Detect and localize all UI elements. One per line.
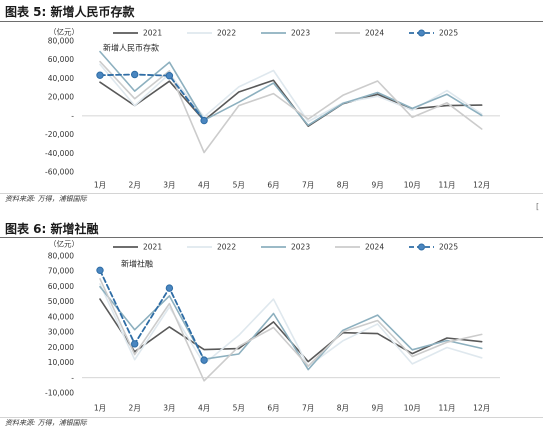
deposit-x-tick-label: 10月 — [404, 181, 421, 190]
tsf-x-tick-label: 12月 — [473, 404, 490, 413]
tsf-y-tick-label: 80,000 — [48, 252, 74, 261]
tsf-chart: （亿元） 新增社融 80,000 70,000 60,000 50,000 40,000… — [45, 239, 500, 413]
figure-6-source: 资料来源: 万得，浦银国际 — [5, 419, 87, 427]
deposit-chart-annotation: 新增人民币存款 — [103, 43, 159, 53]
tsf-x-tick-label: 8月 — [337, 404, 349, 413]
tsf-data-marker-2025 — [165, 284, 174, 292]
tsf-legend-label-2025: 2025 — [439, 243, 458, 252]
deposit-chart: （亿元） 新增人民币存款 80,000 60,000 40,000 20,000 - -2… — [45, 27, 500, 190]
deposit-legend-marker-2025 — [418, 29, 425, 37]
tsf-data-marker-2025 — [200, 356, 208, 364]
tsf-y-tick-label: 60,000 — [48, 282, 74, 291]
figure-6-bottom-rule — [0, 417, 543, 418]
deposit-x-tick-label: 9月 — [371, 181, 383, 190]
tsf-legend-marker-2025 — [418, 243, 425, 251]
deposit-y-tick-label: 80,000 — [48, 37, 74, 46]
deposit-x-tick-label: 1月 — [94, 181, 106, 190]
deposit-data-marker-2025 — [165, 72, 174, 80]
tsf-series-line-2025 — [99, 269, 206, 361]
deposit-chart-plot: 80,000 60,000 40,000 20,000 - -20,000 -40,000 -… — [45, 29, 500, 190]
deposit-y-tick-label: -40,000 — [45, 149, 74, 158]
tsf-x-tick-label: 6月 — [267, 404, 279, 413]
figure-5-title-rule — [0, 21, 543, 22]
deposit-chart-y-unit: （亿元） — [49, 27, 79, 37]
tsf-x-tick-label: 3月 — [163, 404, 175, 413]
tsf-y-tick-label: 50,000 — [48, 297, 74, 306]
deposit-legend-label-2024: 2024 — [365, 29, 384, 38]
figure-5-bottom-rule — [0, 193, 543, 194]
tsf-y-tick-label: 70,000 — [48, 267, 74, 276]
figure-6-title-rule — [0, 237, 543, 238]
tsf-x-tick-label: 10月 — [404, 404, 421, 413]
page-edge-mark: [ — [536, 202, 540, 211]
deposit-x-tick-label: 8月 — [337, 181, 349, 190]
deposit-x-tick-label: 4月 — [198, 181, 210, 190]
deposit-x-tick-label: 7月 — [302, 181, 314, 190]
tsf-y-tick-label: 30,000 — [48, 328, 74, 337]
tsf-data-marker-2025 — [96, 266, 104, 275]
tsf-legend-label-2021: 2021 — [143, 243, 162, 252]
tsf-x-tick-label: 2月 — [129, 404, 141, 413]
deposit-y-tick-label: -60,000 — [45, 168, 74, 177]
deposit-legend-label-2023: 2023 — [291, 29, 310, 38]
tsf-series-line-2023 — [99, 285, 483, 371]
deposit-legend-label-2025: 2025 — [439, 29, 458, 38]
deposit-legend-label-2021: 2021 — [143, 29, 162, 38]
deposit-series-line-2025 — [99, 73, 206, 122]
deposit-y-tick-label: 40,000 — [48, 74, 74, 83]
tsf-y-tick-label: - — [71, 373, 74, 382]
tsf-x-tick-label: 7月 — [302, 404, 314, 413]
tsf-legend-label-2022: 2022 — [217, 243, 236, 252]
deposit-y-tick-label: 60,000 — [48, 55, 74, 64]
deposit-x-tick-label: 5月 — [233, 181, 245, 190]
tsf-series-line-2022 — [99, 283, 483, 367]
tsf-y-tick-label: 10,000 — [48, 358, 74, 367]
deposit-series-line-2022 — [99, 63, 483, 123]
tsf-chart-y-unit: （亿元） — [49, 239, 79, 249]
figure-6-title: 图表 6: 新增社融 — [5, 222, 99, 236]
deposit-data-marker-2025 — [96, 71, 104, 79]
deposit-x-tick-label: 12月 — [473, 181, 490, 190]
tsf-data-marker-2025 — [131, 340, 139, 348]
tsf-y-tick-label: -10,000 — [45, 389, 74, 398]
deposit-data-marker-2025 — [200, 116, 208, 125]
deposit-y-tick-label: -20,000 — [45, 130, 74, 139]
tsf-series-line-2024 — [99, 277, 483, 382]
deposit-series-line-2023 — [99, 50, 483, 126]
deposit-x-tick-label: 6月 — [267, 181, 279, 190]
tsf-x-tick-label: 11月 — [438, 404, 455, 413]
figure-5-source: 资料来源: 万得，浦银国际 — [5, 195, 87, 203]
tsf-x-tick-label: 9月 — [371, 404, 383, 413]
figure-5-title: 图表 5: 新增人民币存款 — [5, 5, 135, 19]
deposit-y-tick-label: 20,000 — [48, 93, 74, 102]
tsf-legend-label-2023: 2023 — [291, 243, 310, 252]
tsf-x-tick-label: 1月 — [94, 404, 106, 413]
deposit-legend-label-2022: 2022 — [217, 29, 236, 38]
tsf-x-tick-label: 5月 — [233, 404, 245, 413]
tsf-y-tick-label: 20,000 — [48, 343, 74, 352]
deposit-data-marker-2025 — [131, 70, 139, 79]
tsf-x-tick-label: 4月 — [198, 404, 210, 413]
deposit-x-tick-label: 11月 — [438, 181, 455, 190]
tsf-y-tick-label: 40,000 — [48, 312, 74, 321]
tsf-chart-annotation: 新增社融 — [121, 259, 153, 269]
deposit-x-tick-label: 3月 — [163, 181, 175, 190]
tsf-chart-plot: 80,000 70,000 60,000 50,000 40,000 30,000 20,0… — [45, 243, 500, 413]
deposit-x-tick-label: 2月 — [129, 181, 141, 190]
deposit-y-tick-label: - — [71, 111, 74, 120]
tsf-legend-label-2024: 2024 — [365, 243, 384, 252]
